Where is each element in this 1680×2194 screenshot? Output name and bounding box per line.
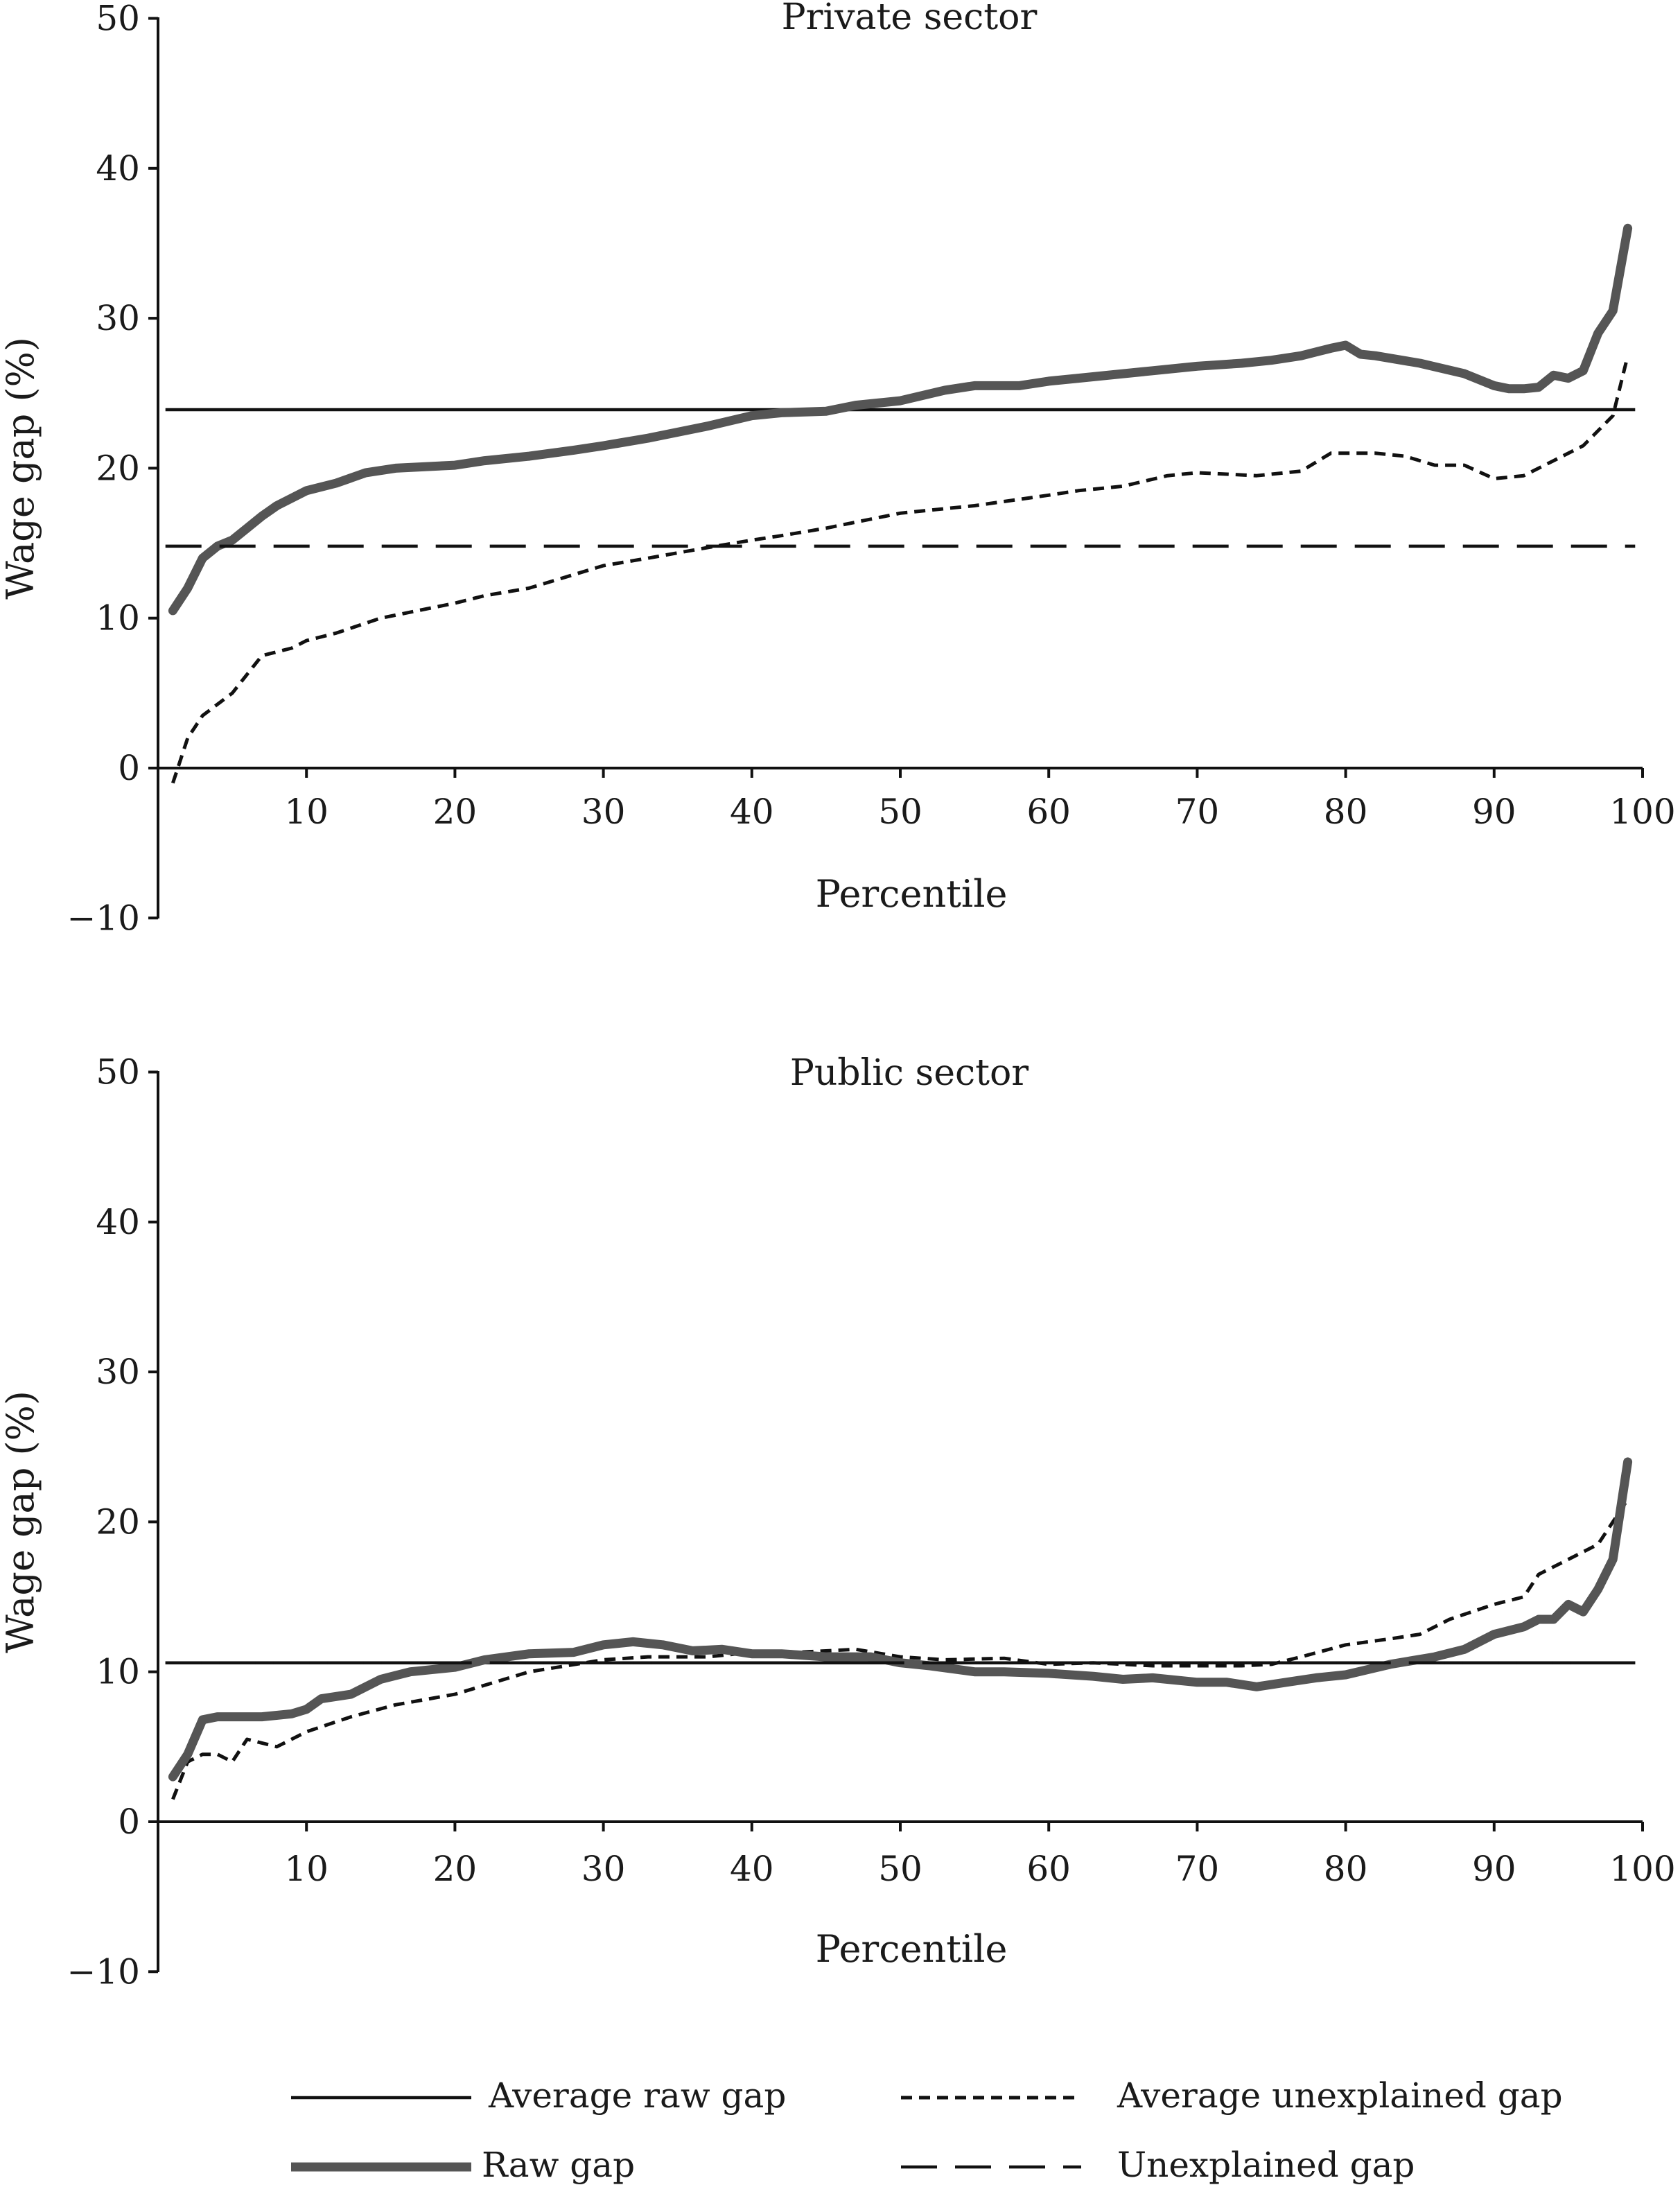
- series-line-raw-gap: [168, 1457, 1633, 1782]
- panel-title: Public sector: [790, 1052, 1029, 1094]
- panel-title: Private sector: [782, 0, 1038, 38]
- x-tick-label: 80: [1324, 1849, 1368, 1889]
- y-axis-title: Wage gap (%): [0, 1391, 42, 1653]
- y-tick-label: 0: [118, 748, 140, 788]
- x-axis-title: Percentile: [816, 1927, 1008, 1971]
- y-tick-label: 10: [96, 598, 140, 638]
- y-tick-label: 20: [96, 448, 140, 488]
- y-tick-label: 0: [118, 1802, 140, 1842]
- y-tick-label: 40: [96, 148, 140, 189]
- x-tick-label: 30: [581, 792, 626, 832]
- x-tick-label: 40: [730, 792, 774, 832]
- series-line-average-unexplained-gap: [171, 355, 1630, 784]
- y-tick-label: 20: [96, 1501, 140, 1542]
- y-tick-label: 50: [96, 1052, 140, 1092]
- x-tick-label: 40: [730, 1849, 774, 1889]
- x-tick-label: 90: [1472, 792, 1516, 832]
- y-tick-label: −10: [67, 1951, 140, 1992]
- x-tick-label: 100: [1609, 1849, 1675, 1889]
- legend-label-unexplained-gap: Unexplained gap: [1117, 2145, 1415, 2185]
- legend-label-average-raw-gap: Average raw gap: [488, 2075, 786, 2116]
- legend-label-raw-gap: Raw gap: [482, 2145, 635, 2185]
- y-tick-label: 50: [96, 0, 140, 39]
- x-tick-label: 80: [1324, 792, 1368, 832]
- legend-label-average-unexplained-gap: Average unexplained gap: [1117, 2075, 1563, 2116]
- x-tick-label: 60: [1026, 1849, 1071, 1889]
- x-tick-label: 50: [878, 1849, 922, 1889]
- x-tick-label: 20: [433, 1849, 478, 1889]
- x-tick-label: 70: [1175, 792, 1220, 832]
- x-tick-label: 30: [581, 1849, 626, 1889]
- y-tick-label: 40: [96, 1202, 140, 1242]
- legend: Average raw gap Average unexplained gap Ra…: [291, 2075, 1563, 2185]
- x-tick-label: 60: [1026, 792, 1071, 832]
- x-tick-label: 20: [433, 792, 478, 832]
- x-tick-label: 90: [1472, 1849, 1516, 1889]
- x-tick-label: 50: [878, 792, 922, 832]
- y-tick-label: 10: [96, 1652, 140, 1692]
- y-tick-label: 30: [96, 1352, 140, 1392]
- y-tick-label: −10: [67, 898, 140, 938]
- series-line-raw-gap: [168, 223, 1633, 616]
- x-axis-title: Percentile: [816, 872, 1008, 916]
- private-sector-chart: −10 0 10 20 30 40 50 10 20 30 40 50 60 70 80 90 100 Priva…: [0, 0, 1676, 938]
- y-axis-title: Wage gap (%): [0, 337, 42, 600]
- x-tick-label: 10: [284, 1849, 329, 1889]
- x-tick-label: 70: [1175, 1849, 1220, 1889]
- series-line-average-unexplained-gap: [171, 1498, 1629, 1800]
- x-tick-label: 10: [284, 792, 329, 832]
- y-tick-label: 30: [96, 298, 140, 338]
- x-tick-label: 100: [1609, 792, 1675, 832]
- public-sector-chart: −10 0 10 20 30 40 50 10 20 30 40 50 60 70 80 90 100 Publi…: [0, 1052, 1676, 1992]
